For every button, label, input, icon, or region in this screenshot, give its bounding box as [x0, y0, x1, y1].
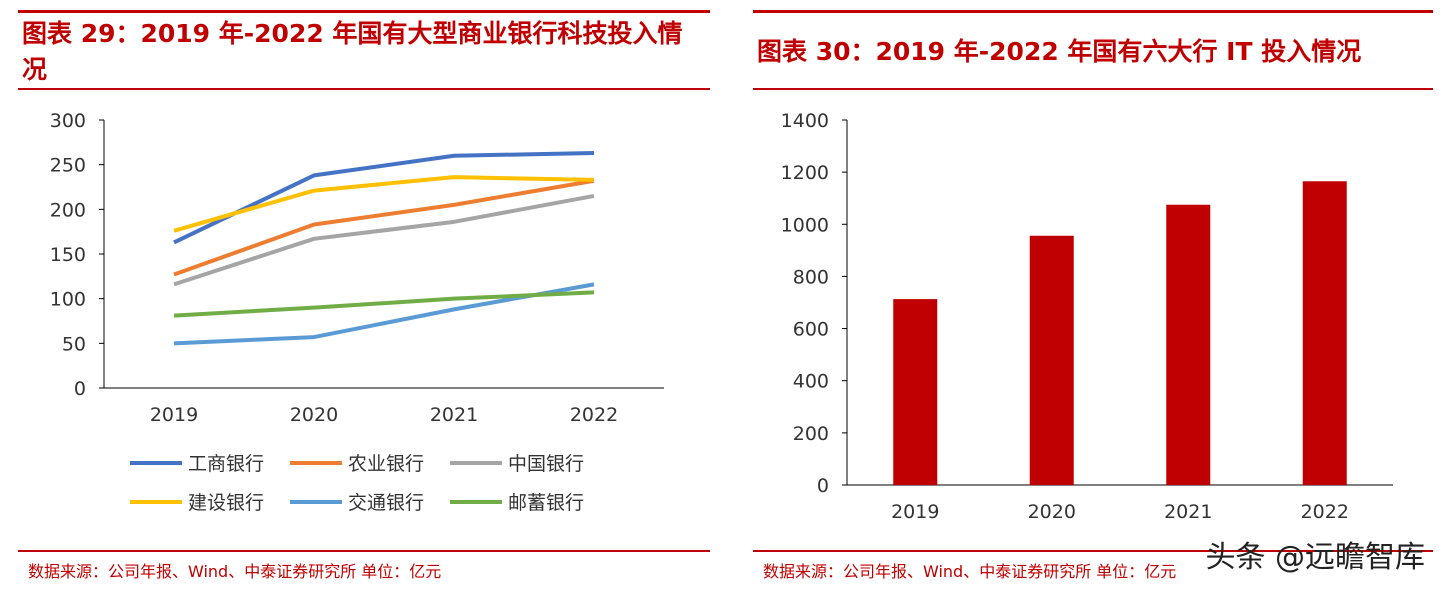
series-line — [173, 175, 595, 233]
bar-chart-axes: 0 200 400 600 800 1000 1200 1400 2019 2020 2021 202… — [781, 110, 1393, 523]
series-line — [173, 193, 595, 287]
source-note: 数据来源：公司年报、Wind、中泰证券研究所 单位：亿元 — [28, 562, 442, 581]
bar-chart-bars — [893, 181, 1347, 485]
legend-label: 工商银行 — [188, 453, 264, 475]
y-tick-label: 800 — [793, 266, 829, 288]
y-tick-label: 50 — [62, 333, 86, 355]
series-line — [173, 178, 595, 277]
legend-label: 中国银行 — [508, 453, 584, 475]
y-tick-label: 600 — [793, 319, 829, 341]
legend-label: 交通银行 — [348, 492, 424, 514]
chart-title: 图表 29：2019 年-2022 年国有大型商业银行科技投入情况 — [22, 19, 683, 84]
bar — [1302, 181, 1347, 485]
y-tick-label: 0 — [817, 475, 829, 497]
bar-chart: 0 200 400 600 800 1000 1200 1400 2019 2020 2021 202… — [781, 110, 1393, 523]
watermark: 头条 @远瞻智库 — [1205, 540, 1425, 575]
x-tick-label: 2021 — [1164, 501, 1212, 523]
x-tick-label: 2022 — [570, 404, 618, 426]
bar — [893, 299, 938, 485]
y-tick-label: 1000 — [781, 214, 829, 236]
y-tick-label: 200 — [50, 199, 86, 221]
x-tick-label: 2021 — [430, 404, 478, 426]
y-tick-label: 250 — [50, 155, 86, 177]
x-tick-label: 2020 — [290, 404, 338, 426]
y-tick-label: 400 — [793, 371, 829, 393]
line-chart: 0 50 100 150 200 250 300 2019 2020 2021 2022 工商银行 农… — [50, 110, 664, 514]
y-tick-label: 200 — [793, 423, 829, 445]
top-divider — [18, 10, 710, 13]
title-divider — [18, 88, 710, 90]
source-divider — [753, 550, 1433, 552]
top-divider — [753, 10, 1433, 13]
y-tick-label: 300 — [50, 110, 86, 132]
line-chart-axes: 0 50 100 150 200 250 300 2019 2020 2021 2022 — [50, 110, 664, 426]
x-tick-label: 2020 — [1028, 501, 1076, 523]
right-chart-panel: 图表 30：2019 年-2022 年国有六大行 IT 投入情况 0 200 400… — [735, 0, 1443, 593]
bar — [1166, 204, 1211, 485]
left-chart-panel: 图表 29：2019 年-2022 年国有大型商业银行科技投入情况 0 50 100… — [0, 0, 720, 593]
y-tick-label: 100 — [50, 289, 86, 311]
title-divider — [753, 88, 1433, 90]
legend-label: 邮蓄银行 — [508, 492, 584, 514]
y-tick-label: 1200 — [781, 162, 829, 184]
bar — [1029, 235, 1074, 485]
y-tick-label: 0 — [74, 378, 86, 400]
source-note: 数据来源：公司年报、Wind、中泰证券研究所 单位：亿元 — [763, 562, 1177, 581]
source-divider — [18, 550, 710, 552]
x-tick-label: 2022 — [1301, 501, 1349, 523]
y-tick-label: 1400 — [781, 110, 829, 132]
line-chart-series — [173, 151, 595, 346]
y-tick-label: 150 — [50, 244, 86, 266]
x-tick-label: 2019 — [891, 501, 939, 523]
legend-label: 农业银行 — [348, 453, 424, 475]
x-tick-label: 2019 — [150, 404, 198, 426]
legend-label: 建设银行 — [188, 492, 264, 514]
series-line — [173, 290, 595, 318]
chart-title: 图表 30：2019 年-2022 年国有六大行 IT 投入情况 — [757, 37, 1362, 66]
